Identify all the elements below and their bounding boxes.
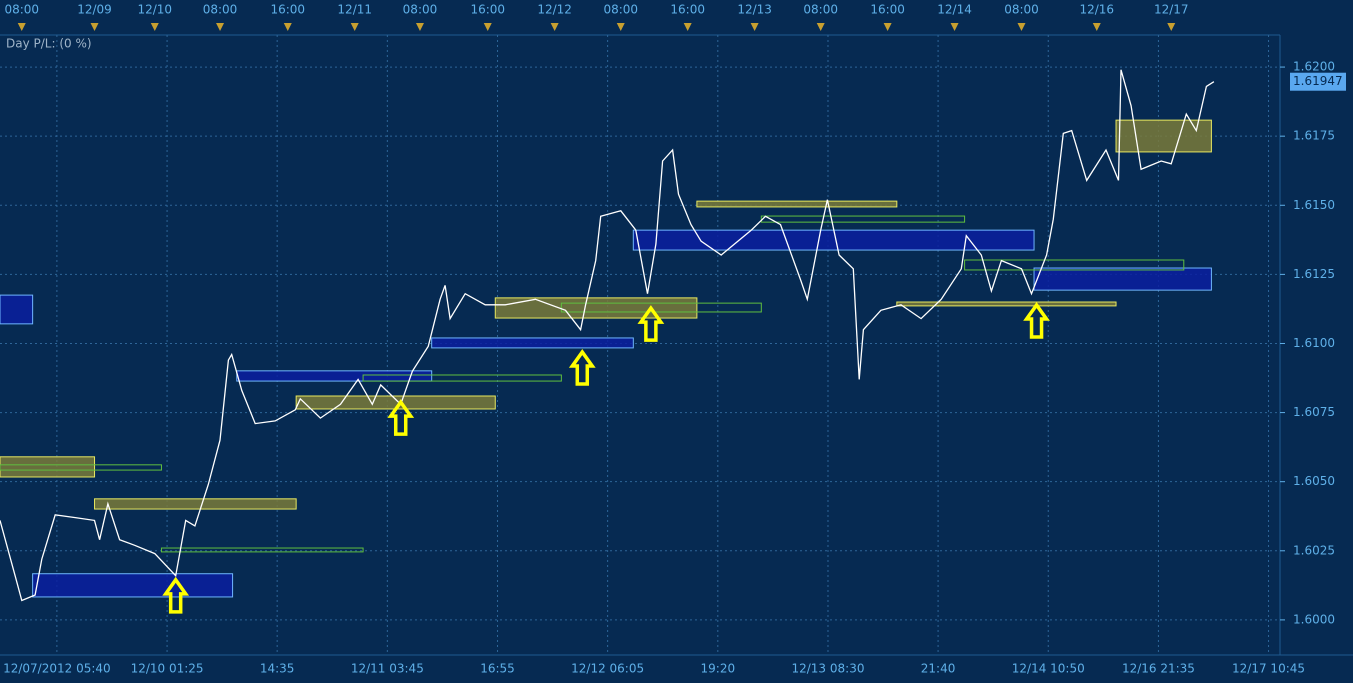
top-tick-label: 12/17 bbox=[1154, 3, 1189, 17]
top-tick-label: 08:00 bbox=[803, 3, 838, 17]
top-tick-marker bbox=[216, 23, 225, 31]
top-tick-label: 12/10 bbox=[137, 3, 172, 17]
x-tick-label: 12/10 01:25 bbox=[131, 662, 204, 676]
top-tick-marker bbox=[1017, 23, 1026, 31]
zone bbox=[362, 374, 562, 382]
y-tick-label: 1.6025 bbox=[1293, 543, 1335, 557]
day-pl-label: Day P/L: (0 %) bbox=[6, 37, 92, 51]
top-tick-label: 12/11 bbox=[337, 3, 372, 17]
signal-arrow bbox=[637, 305, 665, 342]
zone bbox=[696, 200, 898, 208]
zone bbox=[1115, 119, 1212, 153]
top-tick-label: 08:00 bbox=[403, 3, 438, 17]
y-tick-label: 1.6175 bbox=[1293, 129, 1335, 143]
x-tick-label: 12/13 08:30 bbox=[791, 662, 864, 676]
top-tick-label: 08:00 bbox=[603, 3, 638, 17]
top-tick-label: 12/16 bbox=[1079, 3, 1114, 17]
zone bbox=[0, 294, 34, 325]
zone bbox=[964, 259, 1185, 271]
zone bbox=[32, 573, 234, 598]
signal-arrow bbox=[1023, 302, 1050, 339]
zone bbox=[94, 498, 297, 510]
x-tick-label: 16:55 bbox=[480, 662, 515, 676]
y-tick-label: 1.6000 bbox=[1293, 612, 1335, 626]
top-tick-marker bbox=[616, 23, 625, 31]
top-tick-label: 16:00 bbox=[470, 3, 505, 17]
top-tick-marker bbox=[90, 23, 99, 31]
top-tick-marker bbox=[683, 23, 692, 31]
zone bbox=[160, 547, 364, 553]
y-tick-label: 1.6200 bbox=[1293, 60, 1335, 74]
top-tick-marker bbox=[750, 23, 759, 31]
zone bbox=[632, 229, 1035, 251]
top-tick-marker bbox=[17, 23, 26, 31]
y-tick-label: 1.6150 bbox=[1293, 198, 1335, 212]
top-tick-label: 08:00 bbox=[1004, 3, 1039, 17]
top-tick-marker bbox=[950, 23, 959, 31]
top-tick-label: 16:00 bbox=[670, 3, 705, 17]
signal-arrow bbox=[568, 349, 596, 386]
top-tick-marker bbox=[483, 23, 492, 31]
top-tick-marker bbox=[550, 23, 559, 31]
top-tick-label: 12/13 bbox=[737, 3, 772, 17]
top-tick-label: 08:00 bbox=[203, 3, 238, 17]
top-tick-marker bbox=[883, 23, 892, 31]
top-tick-marker bbox=[1167, 23, 1176, 31]
signal-arrow bbox=[387, 399, 415, 436]
zone bbox=[760, 215, 966, 223]
x-tick-label: 12/17 10:45 bbox=[1232, 662, 1305, 676]
top-tick-marker bbox=[150, 23, 159, 31]
zone bbox=[896, 301, 1117, 307]
x-tick-label: 12/11 03:45 bbox=[351, 662, 424, 676]
top-tick-marker bbox=[283, 23, 292, 31]
x-tick-label: 12/07/2012 05:40 bbox=[3, 662, 111, 676]
x-tick-label: 12/14 10:50 bbox=[1012, 662, 1085, 676]
x-tick-label: 12/12 06:05 bbox=[571, 662, 644, 676]
zone bbox=[236, 370, 433, 382]
zone bbox=[560, 302, 762, 313]
y-tick-label: 1.6050 bbox=[1293, 474, 1335, 488]
signal-arrow bbox=[162, 576, 190, 614]
top-tick-label: 12/09 bbox=[77, 3, 112, 17]
top-tick-label: 16:00 bbox=[270, 3, 305, 17]
top-tick-marker bbox=[350, 23, 359, 31]
zone bbox=[1033, 267, 1212, 291]
x-tick-label: 21:40 bbox=[921, 662, 956, 676]
x-tick-label: 12/16 21:35 bbox=[1122, 662, 1195, 676]
top-tick-marker bbox=[816, 23, 825, 31]
y-tick-label: 1.6125 bbox=[1293, 267, 1335, 281]
top-tick-marker bbox=[1092, 23, 1101, 31]
top-tick-label: 16:00 bbox=[870, 3, 905, 17]
price-line bbox=[0, 69, 1215, 602]
last-price-box bbox=[1290, 72, 1346, 91]
x-tick-label: 19:20 bbox=[701, 662, 736, 676]
top-tick-label: 12/12 bbox=[537, 3, 572, 17]
y-tick-label: 1.6100 bbox=[1293, 336, 1335, 350]
y-tick-label: 1.6075 bbox=[1293, 405, 1335, 419]
zone bbox=[431, 337, 634, 349]
top-tick-marker bbox=[415, 23, 424, 31]
top-tick-label: 12/14 bbox=[937, 3, 972, 17]
zone bbox=[0, 456, 96, 478]
last-price-label: 1.61947 bbox=[1293, 74, 1343, 88]
zone bbox=[0, 464, 162, 471]
x-tick-label: 14:35 bbox=[260, 662, 295, 676]
top-tick-label: 08:00 bbox=[4, 3, 39, 17]
